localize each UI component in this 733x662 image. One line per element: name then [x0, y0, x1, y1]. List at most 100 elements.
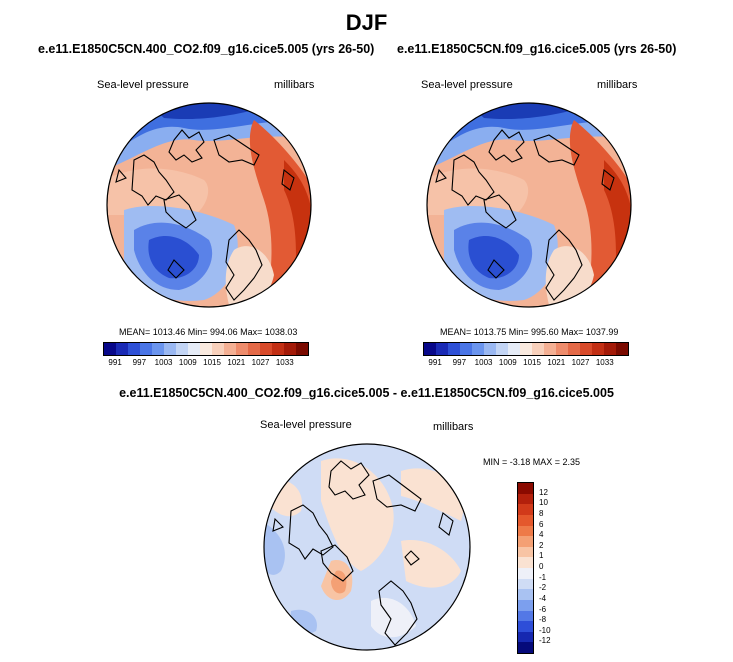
panel2-colorbar-swatch [508, 343, 520, 355]
diff-colorbar-tick: 8 [539, 508, 544, 518]
diff-stats: MIN = -3.18 MAX = 2.35 [483, 457, 581, 467]
panel2-stats: MEAN= 1013.75 Min= 995.60 Max= 1037.99 [440, 327, 619, 337]
panel2-colorbar-swatch [544, 343, 556, 355]
panel1-colorbar-swatch [188, 343, 200, 355]
diff-colorbar-tick: -8 [539, 615, 547, 625]
panel2-colorbar: 991 997 1003 1009 1015 1021 1027 1033 [423, 342, 629, 368]
panel2-colorbar-swatch [592, 343, 604, 355]
panel1-colorbar-swatch [140, 343, 152, 355]
panel1-colorbar-tick: 1015 [203, 358, 221, 367]
diff-colorbar-swatch [518, 483, 533, 494]
diff-var-label: Sea-level pressure [260, 419, 352, 431]
diff-colorbar-tick: -1 [539, 572, 547, 582]
panel1-units: millibars [274, 79, 315, 91]
panel1-colorbar-swatch [236, 343, 248, 355]
panel1-colorbar-swatch [284, 343, 296, 355]
panel1-colorbar-swatch [152, 343, 164, 355]
panel2-colorbar-swatch [472, 343, 484, 355]
panel1-colorbar-tick: 991 [108, 358, 122, 367]
panel2-colorbar-swatch [484, 343, 496, 355]
panel2-colorbar-tick: 991 [428, 358, 442, 367]
diff-colorbar-swatch [518, 578, 533, 590]
panel1-colorbar-swatch [128, 343, 140, 355]
diff-colorbar-swatch [518, 599, 533, 611]
panel2-colorbar-swatch [436, 343, 448, 355]
diff-colorbar-swatch [518, 493, 533, 505]
panel1-colorbar-swatch [164, 343, 176, 355]
diff-title: e.e11.E1850C5CN.400_CO2.f09_g16.cice5.00… [119, 386, 614, 400]
diff-colorbar-tick: 0 [539, 562, 544, 571]
panel1-colorbar-tick: 1021 [227, 358, 246, 367]
panel2-colorbar-swatch [568, 343, 580, 355]
panel1-colorbar-swatch [224, 343, 236, 355]
panel1-colorbar-swatch [176, 343, 188, 355]
panel2-colorbar-tick: 1003 [474, 358, 493, 367]
diff-colorbar-tick: -12 [539, 636, 551, 646]
diff-colorbar-swatch [518, 557, 533, 568]
diff-colorbar-tick: -10 [539, 625, 551, 635]
panel1-colorbar-swatch [116, 343, 128, 355]
diff-colorbar-swatch [518, 610, 533, 622]
panel1-colorbar-tick: 1003 [154, 358, 173, 367]
panel1-colorbar-swatch [212, 343, 224, 355]
panel2-colorbar-tick: 1033 [595, 358, 614, 367]
diff-colorbar-tick: 2 [539, 540, 544, 550]
diff-units: millibars [433, 421, 474, 433]
diff-colorbar-tick: 6 [539, 519, 544, 529]
panel2-colorbar-swatch [448, 343, 460, 355]
diff-colorbar-swatch [518, 631, 533, 643]
diff-colorbar-tick: 12 [539, 487, 548, 497]
diff-colorbar-swatch [518, 504, 533, 515]
main-title: DJF [345, 10, 388, 35]
panel2-colorbar-tick: 997 [452, 358, 467, 367]
diff-colorbar-swatch [518, 525, 533, 537]
panel2-colorbar-tick: 1021 [547, 358, 566, 367]
panel2-colorbar-swatch [520, 343, 532, 355]
diff-colorbar-tick: 1 [539, 551, 544, 561]
panel1-colorbar-swatch [272, 343, 284, 355]
panel2-colorbar-swatch [580, 343, 592, 355]
diff-colorbar-swatch [518, 568, 533, 579]
diff-colorbar-ticks: 12 10 8 6 4 2 1 0 -1 -2 -4 -6 -8 -10 -12 [537, 482, 577, 654]
diff-colorbar-tick: -2 [539, 583, 547, 593]
diff-polar-map [263, 443, 471, 651]
diff-colorbar-tick: 10 [539, 498, 548, 508]
diff-colorbar-tick: -4 [539, 593, 547, 603]
panel2-colorbar-tick: 1027 [571, 358, 590, 367]
panel2-colorbar-swatch [460, 343, 472, 355]
panel1-colorbar-tick: 997 [132, 358, 147, 367]
panel2-polar-map [426, 102, 632, 308]
diff-colorbar-swatch [518, 589, 533, 600]
panel1-colorbar-swatch [260, 343, 272, 355]
panel2-colorbar-swatch [532, 343, 544, 355]
panel2-colorbar-swatch [604, 343, 616, 355]
diff-colorbar-swatch [518, 536, 533, 547]
panel1-colorbar: 991 997 1003 1009 1015 1021 1027 1033 [103, 342, 309, 368]
diff-colorbar-swatch [518, 621, 533, 632]
panel1-colorbar-tick: 1033 [275, 358, 294, 367]
panel1-colorbar-swatch [200, 343, 212, 355]
panel2-colorbar-tick: 1009 [498, 358, 517, 367]
diff-colorbar-swatch [518, 642, 533, 653]
panel2-colorbar-swatch [424, 343, 436, 355]
panel1-colorbar-swatch [248, 343, 260, 355]
panel1-colorbar-swatch [296, 343, 308, 355]
panel1-colorbar-swatch [104, 343, 116, 355]
panel2-colorbar-swatch [616, 343, 628, 355]
panel2-units: millibars [597, 79, 638, 91]
panel1-colorbar-tick: 1027 [251, 358, 270, 367]
panel1-title: e.e11.E1850C5CN.400_CO2.f09_g16.cice5.00… [38, 42, 375, 56]
panel2-colorbar-tick: 1015 [523, 358, 541, 367]
diff-colorbar [517, 482, 534, 654]
panel1-polar-map [106, 102, 312, 308]
diff-colorbar-tick: -6 [539, 604, 547, 614]
panel1-stats: MEAN= 1013.46 Min= 994.06 Max= 1038.03 [119, 327, 298, 337]
diff-colorbar-swatch [518, 546, 533, 558]
diff-colorbar-tick: 4 [539, 530, 544, 540]
panel2-title: e.e11.E1850C5CN.f09_g16.cice5.005 (yrs 2… [397, 42, 677, 56]
panel1-colorbar-tick: 1009 [178, 358, 197, 367]
panel1-var-label: Sea-level pressure [97, 79, 189, 91]
panel2-colorbar-swatch [556, 343, 568, 355]
diff-colorbar-swatch [518, 514, 533, 526]
panel2-var-label: Sea-level pressure [421, 79, 513, 91]
